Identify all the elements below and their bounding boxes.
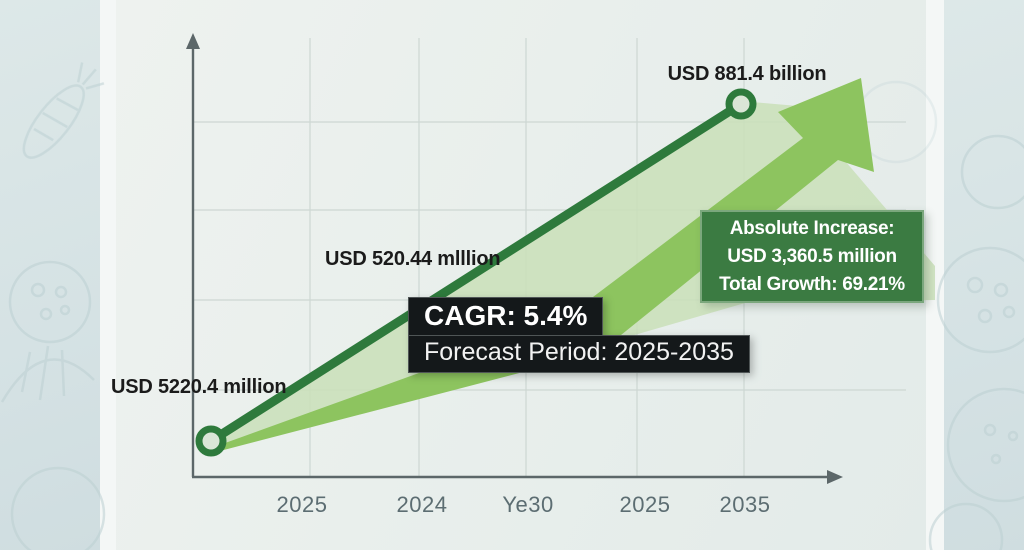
cagr-callout: CAGR: 5.4% Forecast Period: 2025-2035 <box>408 297 750 373</box>
x-tick-0: 2025 <box>276 492 328 517</box>
mid-value-label: USD 520.44 mlllion <box>325 248 501 270</box>
x-tick-4: 2035 <box>719 492 771 517</box>
absolute-increase-callout: Absolute Increase: USD 3,360.5 million T… <box>700 210 924 303</box>
start-value-label: USD 5220.4 million <box>111 376 287 398</box>
circle-doodle-icon <box>960 134 1024 210</box>
x-tick-2: Ye30 <box>502 492 554 517</box>
trend-line <box>206 99 746 446</box>
x-tick-1: 2024 <box>396 492 448 517</box>
cookie-doodle-icon <box>936 246 1024 354</box>
cookie-doodle-icon <box>8 260 92 344</box>
dumpling-doodle-icon <box>0 345 95 403</box>
x-tick-3: 2025 <box>619 492 671 517</box>
x-axis-arrow-icon <box>827 470 843 484</box>
forecast-period: Forecast Period: 2025-2035 <box>408 335 750 373</box>
absolute-increase-title: Absolute Increase: <box>729 217 895 239</box>
circle-doodle-icon <box>928 502 1004 550</box>
data-point-end-marker <box>725 88 757 120</box>
axes <box>191 44 832 479</box>
left-divider-strip <box>100 0 116 550</box>
total-growth-value: Total Growth: 69.21% <box>719 273 905 295</box>
end-value-label: USD 881.4 billion <box>667 63 827 85</box>
cookie-doodle-icon <box>946 387 1024 503</box>
growth-arrow-shape <box>214 78 874 452</box>
cagr-value: CAGR: 5.4% <box>408 297 604 336</box>
plate-doodle-icon <box>10 466 106 550</box>
absolute-increase-value: USD 3,360.5 million <box>727 245 897 267</box>
carrot-doodle-icon <box>22 62 105 159</box>
data-point-start-marker <box>195 425 227 457</box>
background-right <box>944 0 1024 550</box>
y-axis-arrow-icon <box>186 33 200 49</box>
